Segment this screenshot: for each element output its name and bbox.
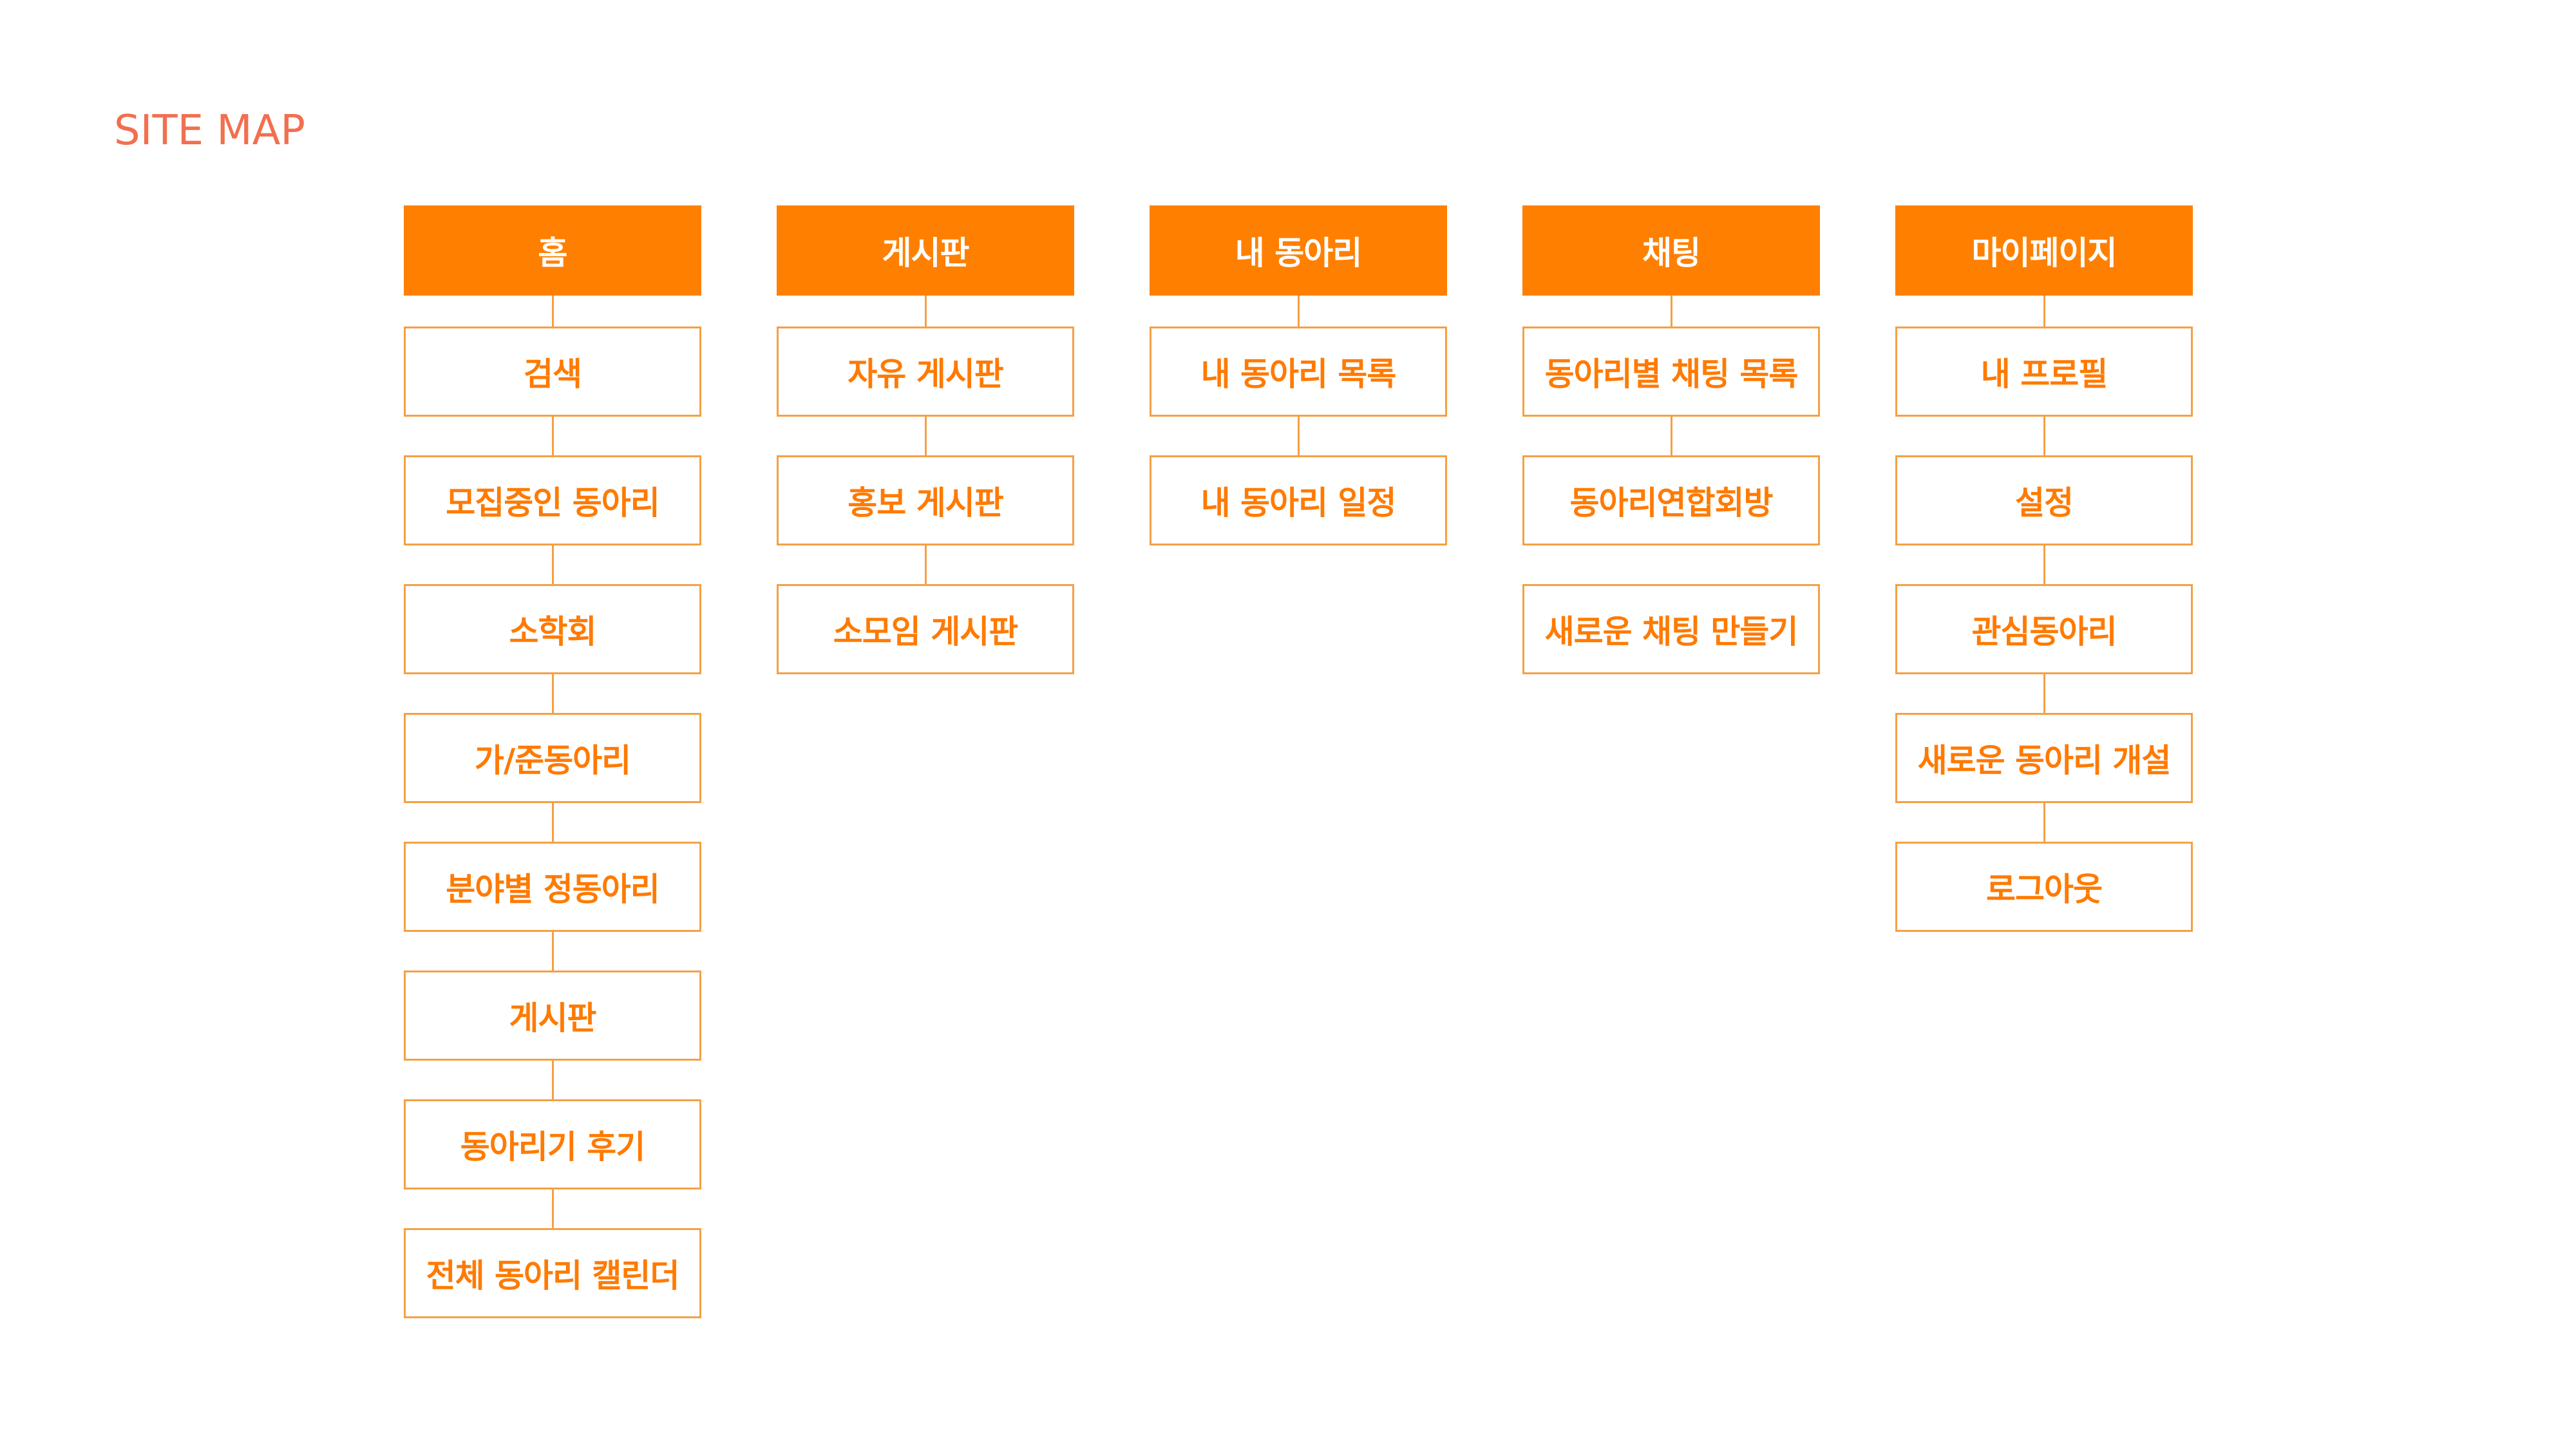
connector-line — [551, 417, 554, 455]
sitemap-node-favorite-clubs[interactable]: 관심동아리 — [1895, 584, 2193, 674]
sitemap-node-my-club-schedule[interactable]: 내 동아리 일정 — [1150, 455, 1447, 545]
sitemap-header-chat[interactable]: 채팅 — [1522, 205, 1820, 296]
sitemap-node-create-club[interactable]: 새로운 동아리 개설 — [1895, 713, 2193, 803]
sitemap-column-my-page: 마이페이지 내 프로필 설정 관심동아리 새로운 동아리 개설 로그아웃 — [1895, 205, 2193, 932]
sitemap-node-search[interactable]: 검색 — [404, 327, 701, 417]
sitemap-header-home[interactable]: 홈 — [404, 205, 701, 296]
sitemap-column-chat: 채팅 동아리별 채팅 목록 동아리연합회방 새로운 채팅 만들기 — [1522, 205, 1820, 674]
sitemap-node-logout[interactable]: 로그아웃 — [1895, 842, 2193, 932]
sitemap-column-board: 게시판 자유 게시판 홍보 게시판 소모임 게시판 — [777, 205, 1074, 674]
sitemap-node-recruiting-clubs[interactable]: 모집중인 동아리 — [404, 455, 701, 545]
sitemap-node-my-club-list[interactable]: 내 동아리 목록 — [1150, 327, 1447, 417]
connector-line — [1671, 545, 1672, 584]
sitemap-column-my-club: 내 동아리 내 동아리 목록 내 동아리 일정 — [1150, 205, 1447, 545]
connector-line — [2043, 803, 2045, 842]
sitemap-node-free-board[interactable]: 자유 게시판 — [777, 327, 1074, 417]
sitemap-node-club-union-room[interactable]: 동아리연합회방 — [1522, 455, 1820, 545]
connector-line — [551, 1189, 554, 1228]
connector-line — [924, 296, 927, 327]
connector-line — [2043, 417, 2045, 455]
sitemap-node-academic-society[interactable]: 소학회 — [404, 584, 701, 674]
sitemap-node-all-club-calendar[interactable]: 전체 동아리 캘린더 — [404, 1228, 701, 1318]
connector-line — [1670, 417, 1672, 455]
sitemap-node-my-profile[interactable]: 내 프로필 — [1895, 327, 2193, 417]
sitemap-node-settings[interactable]: 설정 — [1895, 455, 2193, 545]
connector-line — [1297, 417, 1300, 455]
sitemap-header-board[interactable]: 게시판 — [777, 205, 1074, 296]
connector-line — [551, 674, 554, 713]
connector-line — [2043, 296, 2045, 327]
sitemap-node-official-clubs-by-field[interactable]: 분야별 정동아리 — [404, 842, 701, 932]
sitemap-node-provisional-clubs[interactable]: 가/준동아리 — [404, 713, 701, 803]
sitemap-header-my-page[interactable]: 마이페이지 — [1895, 205, 2193, 296]
sitemap-header-my-club[interactable]: 내 동아리 — [1150, 205, 1447, 296]
connector-line — [1670, 296, 1672, 327]
connector-line — [924, 417, 927, 455]
sitemap-node-club-reviews[interactable]: 동아리기 후기 — [404, 1099, 701, 1189]
connector-line — [551, 932, 554, 971]
sitemap-column-home: 홈 검색 모집중인 동아리 소학회 가/준동아리 분야별 정동아리 게시판 동아… — [404, 205, 701, 1318]
sitemap-node-board[interactable]: 게시판 — [404, 971, 701, 1061]
connector-line — [551, 1061, 554, 1099]
sitemap-node-promo-board[interactable]: 홍보 게시판 — [777, 455, 1074, 545]
sitemap-node-small-group-board[interactable]: 소모임 게시판 — [777, 584, 1074, 674]
connector-line — [551, 296, 554, 327]
connector-line — [2043, 545, 2045, 584]
connector-line — [1297, 296, 1300, 327]
connector-line — [924, 545, 927, 584]
sitemap-node-new-chat[interactable]: 새로운 채팅 만들기 — [1522, 584, 1820, 674]
connector-line — [2043, 674, 2045, 713]
sitemap-node-club-chat-list[interactable]: 동아리별 채팅 목록 — [1522, 327, 1820, 417]
page-title: SITE MAP — [114, 107, 305, 155]
connector-line — [551, 545, 554, 584]
connector-line — [551, 803, 554, 842]
